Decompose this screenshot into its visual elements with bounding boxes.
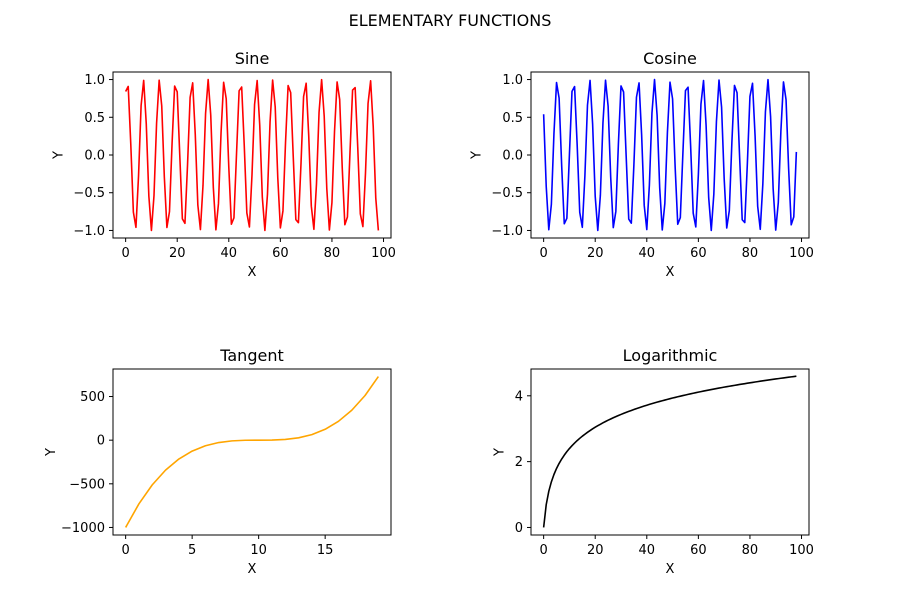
series-line-cosine: [542, 78, 798, 232]
x-tick-label: 80: [324, 246, 341, 261]
subplot-title: Tangent: [219, 346, 283, 365]
x-tick-label: 80: [742, 543, 759, 558]
subplot-title: Logarithmic: [623, 346, 718, 365]
subplot-sine: 0 20 40 60 80 100 −1.0 −0.5 0.0 0.5 1.0 Sine X Y: [52, 49, 396, 280]
y-tick-label: 0: [515, 521, 523, 536]
x-tick-label: 20: [169, 246, 186, 261]
y-tick-label: −1.0: [491, 224, 523, 239]
subplot-title: Sine: [235, 49, 270, 68]
x-axis-label: X: [666, 265, 675, 280]
x-tick-label: 0: [121, 246, 129, 261]
subplot-title: Cosine: [643, 49, 697, 68]
x-tick-label: 40: [221, 246, 238, 261]
y-tick-label: 2: [515, 455, 523, 470]
y-tick-label: 0.0: [502, 149, 523, 164]
y-tick-label: 1.0: [84, 73, 105, 88]
x-tick-label: 0: [539, 246, 547, 261]
x-tick-label: 10: [250, 543, 267, 558]
y-axis-label: Y: [492, 448, 507, 457]
y-tick-label: −1.0: [73, 224, 105, 239]
series-line-tangent: [124, 376, 380, 528]
x-tick-label: 40: [639, 246, 656, 261]
subplot-tangent: 0 5 10 15 −1000 −500 0 500 Tangent X Y: [44, 346, 392, 577]
x-tick-label: 5: [188, 543, 196, 558]
x-tick-label: 60: [690, 246, 707, 261]
x-tick-label: 20: [587, 543, 604, 558]
x-tick-label: 20: [587, 246, 604, 261]
y-tick-label: 0.5: [502, 111, 523, 126]
x-tick-label: 0: [121, 543, 129, 558]
x-tick-label: 100: [789, 246, 814, 261]
subplot-cosine: 0 20 40 60 80 100 −1.0 −0.5 0.0 0.5 1.0 Cosine X Y: [470, 49, 814, 280]
x-axis-label: X: [248, 562, 257, 577]
series-line-logarithmic: [542, 375, 797, 528]
y-axis-label: Y: [470, 151, 485, 160]
y-tick-label: −1000: [61, 521, 105, 536]
x-tick-label: 15: [317, 543, 334, 558]
x-tick-label: 100: [371, 246, 396, 261]
x-tick-label: 0: [539, 543, 547, 558]
y-tick-label: 0.0: [84, 149, 105, 164]
y-tick-label: −500: [69, 477, 105, 492]
series-line-sine: [124, 78, 380, 232]
x-axis-label: X: [666, 562, 675, 577]
y-axis-label: Y: [44, 448, 59, 457]
x-tick-label: 60: [690, 543, 707, 558]
y-tick-label: −0.5: [73, 186, 105, 201]
axes-frame: [112, 368, 392, 536]
axes-frame: [530, 368, 810, 536]
y-tick-label: 4: [515, 389, 523, 404]
x-tick-label: 40: [639, 543, 656, 558]
y-tick-label: 0: [97, 434, 105, 449]
figure-title: ELEMENTARY FUNCTIONS: [349, 11, 552, 30]
y-axis-label: Y: [52, 151, 67, 160]
y-tick-label: −0.5: [491, 186, 523, 201]
y-tick-label: 0.5: [84, 111, 105, 126]
y-tick-label: 500: [80, 390, 105, 405]
subplot-logarithmic: 0 20 40 60 80 100 0 2 4 Logarithmic X Y: [492, 346, 814, 577]
x-tick-label: 80: [742, 246, 759, 261]
x-tick-label: 60: [272, 246, 289, 261]
y-tick-label: 1.0: [502, 73, 523, 88]
x-axis-label: X: [248, 265, 257, 280]
x-tick-label: 100: [789, 543, 814, 558]
